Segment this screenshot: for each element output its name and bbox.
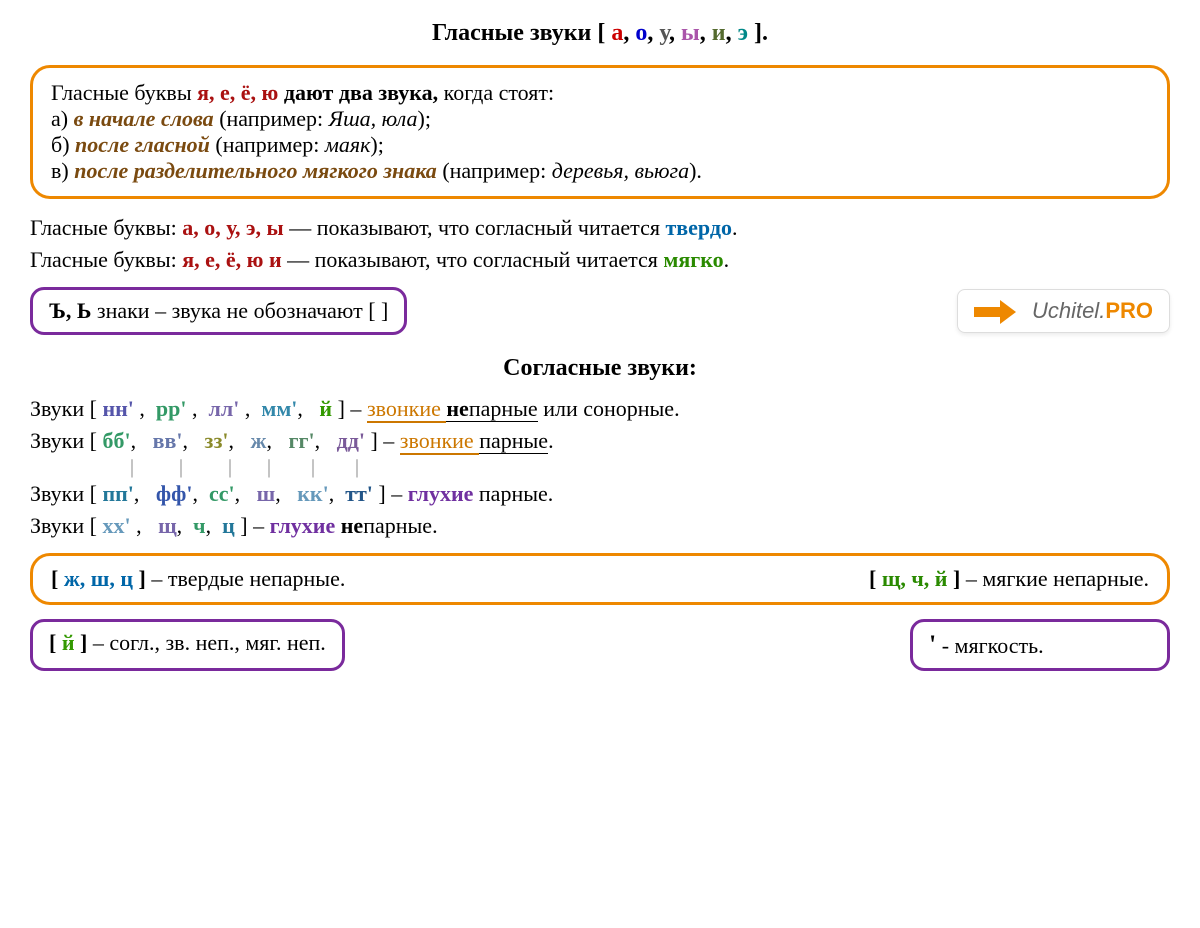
soft-unpaired: [ щ, ч, й ] – мягкие непарные. [869, 566, 1149, 592]
consonant-row-sonorant: Звуки [ нн' , рр' , лл' , мм', й ] – зво… [30, 396, 1170, 422]
signs-box: Ъ, Ь знаки – звука не обозначают [ ] [30, 287, 407, 335]
pair-ticks: | | | | | | [120, 456, 1170, 479]
title-prefix: Гласные звуки [432, 20, 591, 46]
title-brackets: [ а, о, у, ы, и, э ]. [597, 20, 768, 46]
arrow-right-icon [974, 300, 1016, 324]
rule-a: а) в начале слова (например: Яша, юла); [51, 106, 1149, 132]
consonant-row-voiceless-paired: Звуки [ пп', фф', сс', ш, кк', тт' ] – г… [30, 481, 1170, 507]
hard-soft-unpaired-box: [ ж, ш, ц ] – твердые непарные. [ щ, ч, … [30, 553, 1170, 605]
consonants-title: Согласные звуки: [30, 355, 1170, 382]
hard-unpaired: [ ж, ш, ц ] – твердые непарные. [51, 566, 345, 592]
watermark: Uchitel.PRO [957, 289, 1170, 333]
page-title: Гласные звуки [ а, о, у, ы, и, э ]. [30, 20, 1170, 47]
rule-b: б) после гласной (например: маяк); [51, 132, 1149, 158]
rule-v: в) после разделительного мягкого знака (… [51, 158, 1149, 184]
rule-intro: Гласные буквы я, е, ё, ю дают два звука,… [51, 80, 1149, 106]
hard-line: Гласные буквы: а, о, у, э, ы — показываю… [30, 215, 1170, 241]
rules-box-two-sounds: Гласные буквы я, е, ё, ю дают два звука,… [30, 65, 1170, 199]
soft-line: Гласные буквы: я, е, ё, ю и — показывают… [30, 247, 1170, 273]
consonant-row-voiceless-unpaired: Звуки [ хх' , щ, ч, ц ] – глухие непарны… [30, 513, 1170, 539]
signs-row: Ъ, Ь знаки – звука не обозначают [ ] Uch… [30, 287, 1170, 335]
consonant-row-voiced-paired: Звуки [ бб', вв', зз', ж, гг', дд' ] – з… [30, 428, 1170, 454]
softness-mark-box: ' - мягкость. [910, 619, 1170, 671]
j-sound-box: [ й ] – согл., зв. неп., мяг. неп. [30, 619, 345, 671]
